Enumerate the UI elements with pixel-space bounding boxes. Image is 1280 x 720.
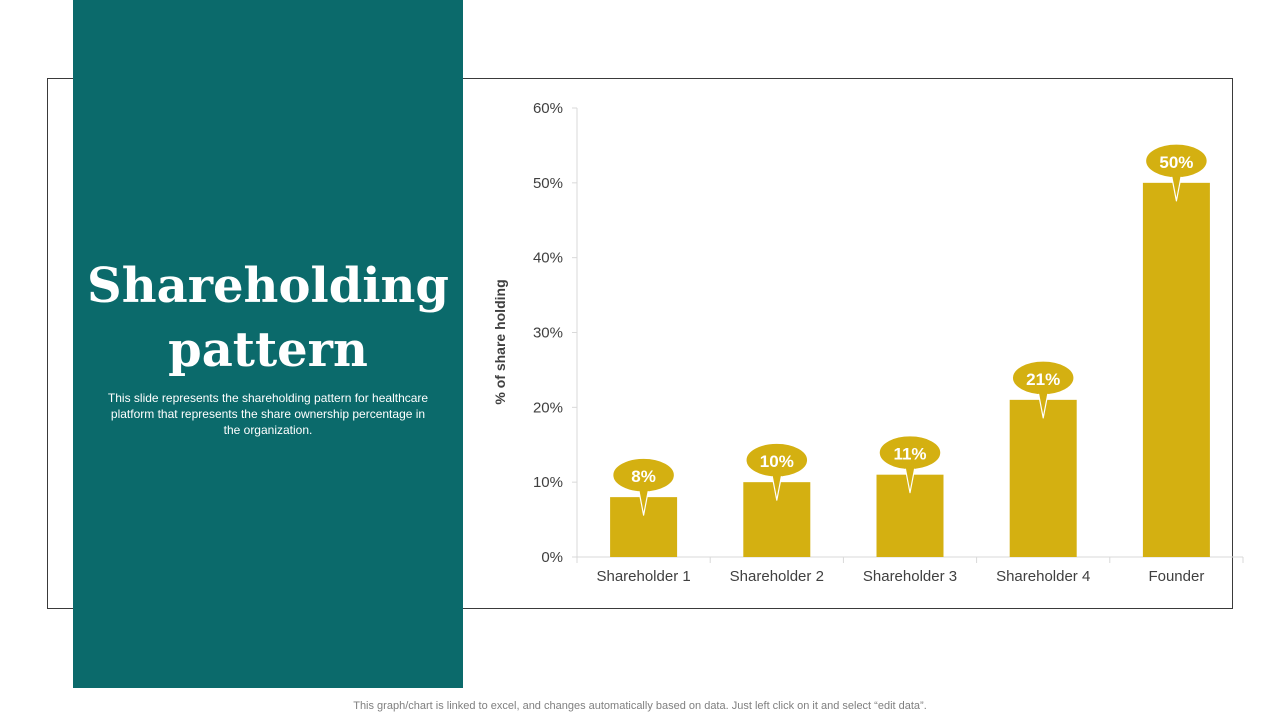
callout-joint [1170,168,1183,177]
y-tick-label: 40% [533,250,563,267]
bars [610,182,1210,558]
x-tick-label: Founder [1148,568,1204,585]
x-axis-labels: Shareholder 1 Shareholder 2 Shareholder 3 S… [596,568,1204,585]
content-frame [47,78,1233,609]
y-tick-label: 60% [533,100,563,117]
callout-joint [637,483,650,492]
data-label-text: 10% [760,452,794,471]
slide-description: This slide represents the shareholding p… [107,391,429,437]
callout-joint [904,460,916,469]
x-tick-label: Shareholder 3 [863,568,957,585]
data-label-text: 50% [1159,153,1193,172]
y-axis-label: % of share holding [492,279,508,404]
data-label-text: 11% [893,445,926,464]
callout-joint [1037,385,1050,394]
y-tick-label: 20% [533,399,563,416]
x-tick-label: Shareholder 1 [596,568,690,585]
x-tick-label: Shareholder 4 [996,568,1090,585]
data-label-text: 21% [1026,370,1060,389]
y-tick-label: 0% [541,549,563,566]
y-axis-ticks: 0% 10% 20% 30% 40% 50% 60% [533,100,563,566]
data-label: 21% [1011,360,1075,419]
data-label: 50% [1144,143,1209,202]
data-label-text: 8% [631,467,656,486]
data-label: 10% [745,442,809,501]
y-tick-label: 10% [533,474,563,491]
title-panel: Shareholding pattern This slide represen… [73,0,463,688]
footer-note: This graph/chart is linked to excel, and… [353,700,927,712]
slide-title: Shareholding pattern [87,258,449,378]
bar [1009,399,1077,557]
bar [1142,182,1210,558]
data-label: 11% [878,434,942,494]
data-label: 8% [611,457,676,516]
x-tick-label: Shareholder 2 [730,568,824,585]
y-tick-label: 30% [533,325,563,342]
data-label-callouts: 8% 10% 11% 21% 50% [611,143,1209,516]
y-tick-label: 50% [533,175,563,192]
callout-joint [770,468,783,477]
